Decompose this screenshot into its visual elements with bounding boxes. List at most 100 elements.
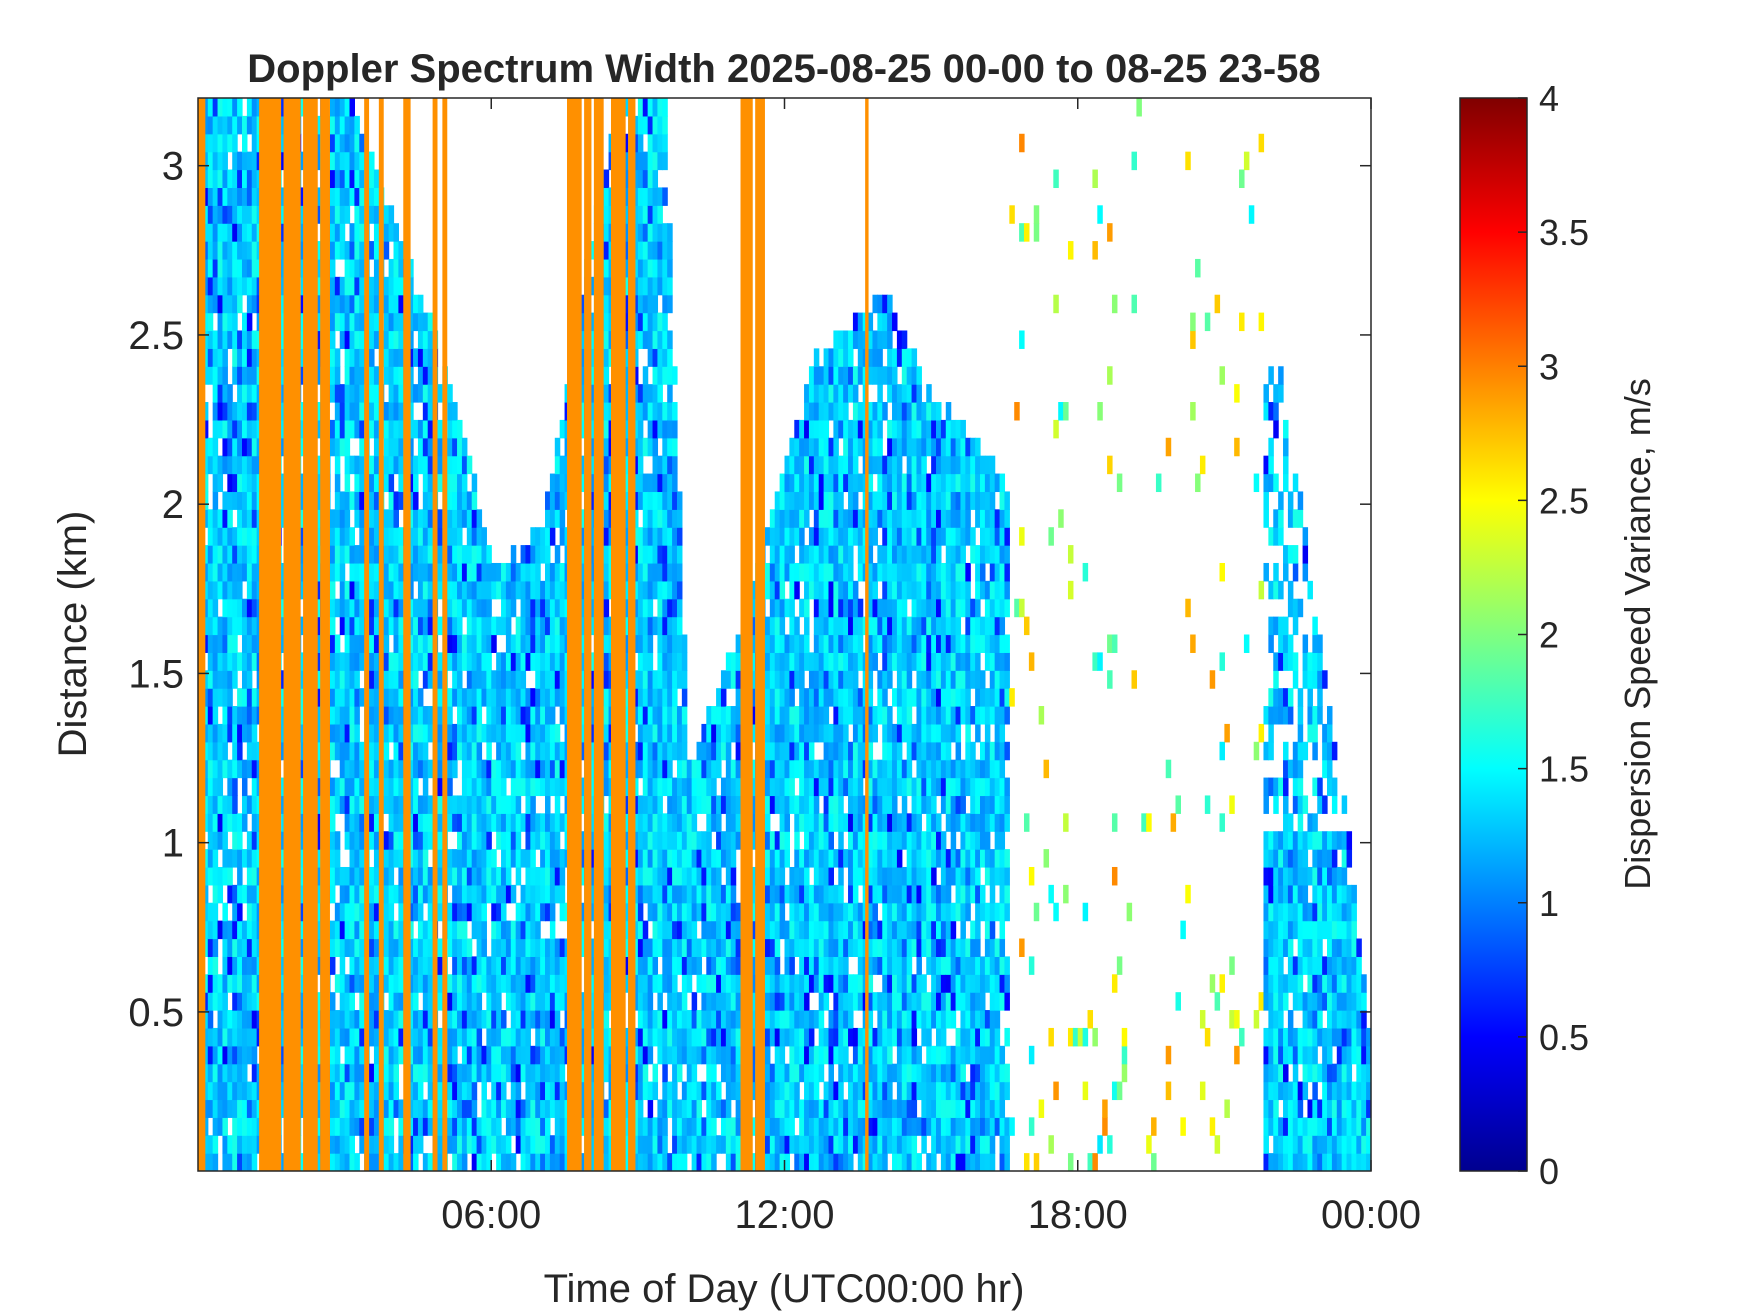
heatmap-cell xyxy=(241,670,248,689)
heatmap-cell xyxy=(447,384,453,403)
heatmap-cell xyxy=(589,1135,595,1154)
heatmap-cell xyxy=(413,974,419,993)
heatmap-cell xyxy=(720,956,727,975)
heatmap-cell xyxy=(706,956,712,975)
heatmap-cell xyxy=(642,1153,649,1171)
heatmap-cell xyxy=(696,759,703,779)
heatmap-cell xyxy=(237,1153,243,1171)
heatmap-cell xyxy=(359,652,365,671)
heatmap-cell xyxy=(251,491,258,510)
heatmap-cell xyxy=(222,1027,228,1047)
heatmap-cell xyxy=(476,545,483,564)
heatmap-cell xyxy=(481,688,487,707)
heatmap-cell xyxy=(476,1010,483,1029)
heatmap-cell xyxy=(559,884,566,904)
heatmap-cell xyxy=(510,1045,517,1065)
heatmap-cell xyxy=(725,1081,732,1101)
heatmap-cell xyxy=(349,562,355,582)
heatmap-cell xyxy=(706,723,712,743)
heatmap-cell xyxy=(393,1081,399,1101)
heatmap-cell xyxy=(496,1045,502,1065)
heatmap-cell xyxy=(505,938,512,957)
heatmap-cell xyxy=(207,974,214,993)
heatmap-cell xyxy=(388,312,395,332)
heatmap-cell xyxy=(520,974,527,993)
heatmap-cell xyxy=(549,759,556,779)
heatmap-cell xyxy=(720,831,727,850)
heatmap-cell xyxy=(637,258,644,278)
heatmap-cell xyxy=(246,688,253,707)
heatmap-cell xyxy=(691,902,698,922)
heatmap-cell xyxy=(730,652,737,671)
heatmap-cell xyxy=(642,616,649,636)
heatmap-cell xyxy=(657,1153,663,1171)
heatmap-cell xyxy=(691,1135,698,1154)
heatmap-cell xyxy=(652,562,659,582)
heatmap-cell xyxy=(530,723,536,743)
heatmap-cell xyxy=(476,920,483,940)
heatmap-cell xyxy=(486,974,492,993)
heatmap-cell xyxy=(515,777,522,797)
heatmap-cell xyxy=(222,652,228,671)
heatmap-cell xyxy=(554,545,561,564)
heatmap-cell xyxy=(251,241,258,260)
heatmap-cell xyxy=(603,902,610,922)
heatmap-cell xyxy=(383,938,390,957)
heatmap-cell xyxy=(393,491,399,510)
heatmap-cell xyxy=(579,1153,585,1171)
heatmap-cell xyxy=(373,902,380,922)
heatmap-cell xyxy=(706,1045,712,1065)
heatmap-cell xyxy=(315,1117,321,1136)
heatmap-cell xyxy=(408,491,414,510)
heatmap-cell xyxy=(408,294,414,314)
heatmap-cell xyxy=(232,956,238,975)
heatmap-cell xyxy=(496,1027,502,1047)
heatmap-cell xyxy=(452,1045,458,1065)
heatmap-cell xyxy=(510,1153,517,1171)
heatmap-cell xyxy=(354,884,360,904)
heatmap-cell xyxy=(672,491,678,510)
heatmap-cell xyxy=(452,473,458,493)
heatmap-cell xyxy=(505,866,512,886)
heatmap-cell xyxy=(672,884,678,904)
heatmap-cell xyxy=(437,849,443,868)
heatmap-cell xyxy=(549,1045,556,1065)
heatmap-cell xyxy=(202,98,209,117)
heatmap-cell xyxy=(246,634,253,653)
heatmap-cell xyxy=(246,598,253,618)
heatmap-cell xyxy=(222,813,228,832)
heatmap-cell xyxy=(349,723,355,743)
heatmap-cell xyxy=(212,920,219,940)
heatmap-cell xyxy=(315,455,321,475)
heatmap-cell xyxy=(471,866,478,886)
heatmap-cell xyxy=(662,491,668,510)
heatmap-cell xyxy=(711,1153,717,1171)
heatmap-cell xyxy=(667,562,673,582)
heatmap-cell xyxy=(232,1027,238,1047)
heatmap-cell xyxy=(461,491,468,510)
heatmap-cell xyxy=(207,437,214,457)
heatmap-cell xyxy=(315,956,321,975)
heatmap-cell xyxy=(251,884,258,904)
heatmap-cell xyxy=(413,1117,419,1136)
heatmap-cell xyxy=(212,777,219,797)
heatmap-cell xyxy=(559,1117,566,1136)
heatmap-cell xyxy=(398,1027,404,1047)
heatmap-cell xyxy=(227,276,233,296)
heatmap-cell xyxy=(344,580,351,600)
heatmap-cell xyxy=(329,580,336,600)
heatmap-cell xyxy=(554,813,561,832)
heatmap-cell xyxy=(554,1063,561,1083)
heatmap-cell xyxy=(637,527,644,546)
heatmap-cell xyxy=(373,1027,380,1047)
heatmap-cell xyxy=(251,437,258,457)
heatmap-cell xyxy=(540,849,546,868)
heatmap-cell xyxy=(217,616,224,636)
heatmap-cell xyxy=(232,849,238,868)
heatmap-cell xyxy=(207,330,214,349)
heatmap-cell xyxy=(222,115,228,135)
heatmap-cell xyxy=(681,688,688,707)
heatmap-cell xyxy=(535,831,541,850)
heatmap-cell xyxy=(515,1081,522,1101)
heatmap-cell xyxy=(427,1045,434,1065)
